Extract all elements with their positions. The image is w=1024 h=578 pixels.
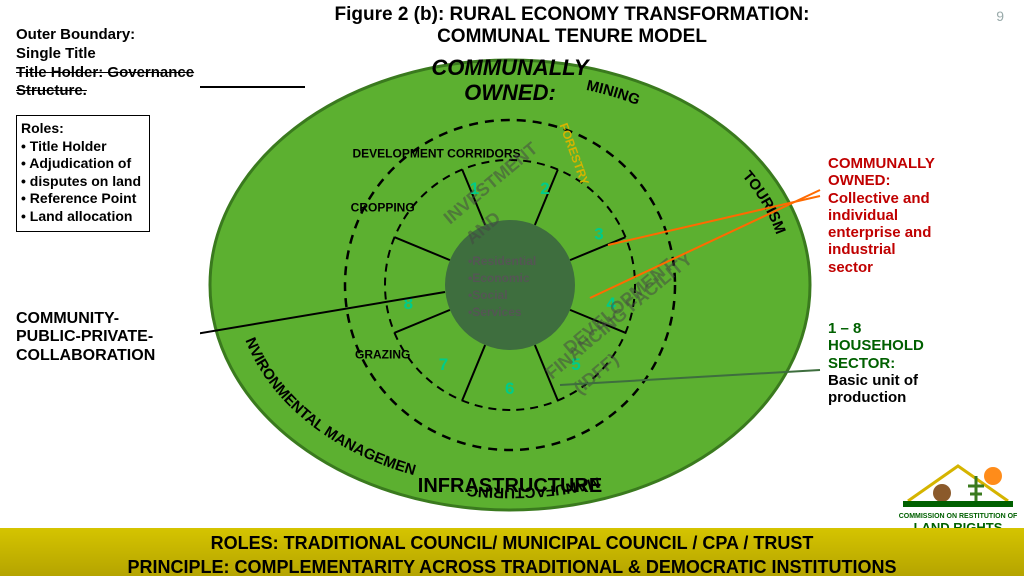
ob-l2: Single Title <box>16 45 194 64</box>
svg-text:•Residential: •Residential <box>468 254 536 268</box>
ob-l4: Structure. <box>16 82 194 101</box>
svg-text:DEVELOPMENT CORRIDORS: DEVELOPMENT CORRIDORS <box>352 147 520 161</box>
roles-header: Roles: <box>21 120 141 138</box>
svg-text:•Economic: •Economic <box>468 271 530 285</box>
svg-text:COMMUNALLY: COMMUNALLY <box>431 55 591 80</box>
svg-text:6: 6 <box>505 379 514 398</box>
svg-text:•Social: •Social <box>468 288 508 302</box>
ob-l3: Title Holder: Governance <box>16 64 194 83</box>
outer-boundary-text: Outer Boundary: Single Title Title Holde… <box>16 26 194 101</box>
figure-title-line1: Figure 2 (b): RURAL ECONOMY TRANSFORMATI… <box>180 4 964 26</box>
logo-land-rights: COMMISSION ON RESTITUTION OF LAND RIGHTS <box>898 446 1018 536</box>
household-sector-label: 1 – 8 HOUSEHOLD SECTOR: Basic unit of pr… <box>828 320 1008 406</box>
svg-text:3: 3 <box>594 225 603 244</box>
cpp-label: COMMUNITY- PUBLIC-PRIVATE- COLLABORATION <box>16 310 155 365</box>
roles-box: Roles: • Title Holder• Adjudication of• … <box>16 115 150 232</box>
svg-text:OWNED:: OWNED: <box>464 80 556 105</box>
tenure-model-diagram: •Residential•Economic•Social•Services123… <box>200 40 840 540</box>
svg-text:•Services: •Services <box>468 305 522 319</box>
svg-text:CROPPING: CROPPING <box>351 201 415 215</box>
svg-text:2: 2 <box>540 179 549 198</box>
roles-items: • Title Holder• Adjudication of• dispute… <box>21 138 141 226</box>
page-number: 9 <box>996 8 1004 24</box>
svg-text:GRAZING: GRAZING <box>355 348 410 362</box>
bottom-principle-text: PRINCIPLE: COMPLEMENTARITY ACROSS TRADIT… <box>0 557 1024 578</box>
communally-owned-red-label: COMMUNALLY OWNED: Collective and individ… <box>828 155 1008 276</box>
svg-text:7: 7 <box>439 355 448 374</box>
svg-text:COMMISSION ON RESTITUTION OF: COMMISSION ON RESTITUTION OF <box>899 513 1018 520</box>
svg-text:INFRASTRUCTURE: INFRASTRUCTURE <box>418 475 602 497</box>
ob-l1: Outer Boundary: <box>16 26 194 45</box>
bottom-roles-text: ROLES: TRADITIONAL COUNCIL/ MUNICIPAL CO… <box>0 533 1024 554</box>
